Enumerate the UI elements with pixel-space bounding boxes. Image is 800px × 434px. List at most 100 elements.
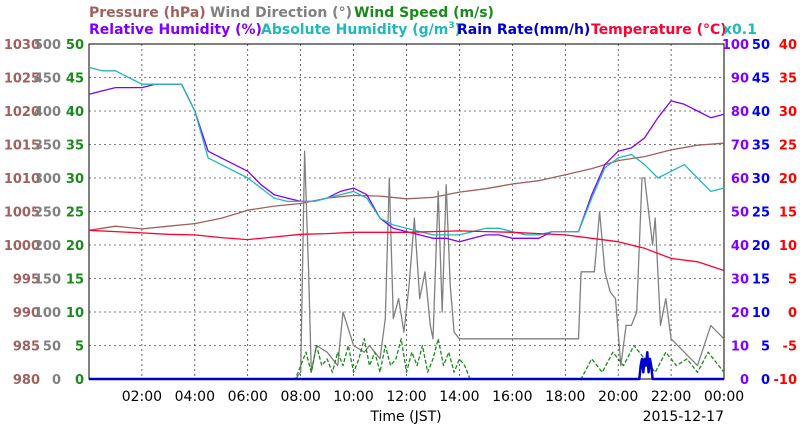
x-tick-label: 00:00: [704, 389, 744, 405]
x-tick-label: 16:00: [492, 389, 532, 405]
x-axis-label: Time (JST): [369, 409, 441, 425]
y-tick-temp: 40: [779, 38, 797, 53]
multiplier-note: x0.1: [723, 22, 757, 38]
y-tick-wind_dir: 50: [43, 340, 61, 355]
series-line-pressure: [88, 142, 725, 231]
y-tick-rh: 80: [731, 105, 749, 120]
y-tick-rain: 45: [752, 72, 770, 87]
x-axis-ticks: 02:00 04:00 06:00 08:00 10:00 12:00 14:00 16:00…: [122, 389, 744, 405]
y-tick-wind_speed: 25: [66, 206, 84, 221]
y-tick-rain: 50: [752, 38, 770, 53]
y-tick-rh: 50: [731, 206, 749, 221]
x-tick-label: 04:00: [175, 389, 215, 405]
y-tick-rh: 60: [731, 172, 749, 187]
y-tick-rh: 0: [740, 373, 749, 388]
y-tick-rain: 10: [752, 306, 770, 321]
y-tick-wind_speed: 5: [75, 340, 84, 355]
x-tick-label: 22:00: [651, 389, 691, 405]
y-tick-wind_dir: 100: [34, 306, 61, 321]
y-tick-pressure: 980: [13, 373, 40, 388]
y-tick-temp: 0: [788, 306, 797, 321]
y-tick-temp: -5: [783, 340, 797, 355]
y-tick-temp: 25: [779, 139, 797, 154]
y-tick-pressure: 1005: [4, 206, 40, 221]
series-line-rh: [88, 83, 725, 243]
legend-rain-rate: Rain Rate(mm/h): [457, 22, 590, 38]
y-tick-temp: 35: [779, 72, 797, 87]
y-tick-rh: 30: [731, 273, 749, 288]
series-line-temp: [88, 229, 725, 272]
y-tick-rh: 100: [722, 38, 749, 53]
y-tick-rh: 20: [731, 306, 749, 321]
x-tick-label: 20:00: [598, 389, 638, 405]
series-line-rh-abs: [88, 66, 725, 236]
x-tick-label: 18:00: [545, 389, 585, 405]
x-tick-label: 12:00: [386, 389, 426, 405]
y-tick-rh: 10: [731, 340, 749, 355]
legend-wind-speed: Wind Speed (m/s): [354, 5, 494, 21]
legend-relative-humidity: Relative Humidity (%): [89, 22, 262, 38]
x-tick-label: 06:00: [228, 389, 268, 405]
legend-abs-hum-superscript: 3: [448, 21, 454, 31]
y-tick-rain: 30: [752, 172, 770, 187]
y-tick-temp: 20: [779, 172, 797, 187]
y-tick-wind_dir: 150: [34, 273, 61, 288]
y-tick-wind_speed: 0: [75, 373, 84, 388]
series-group: [88, 66, 725, 381]
y-tick-rh: 70: [731, 139, 749, 154]
y-tick-rh: 90: [731, 72, 749, 87]
legend-pressure: Pressure (hPa): [89, 5, 206, 21]
y-tick-rh: 40: [731, 239, 749, 254]
date-label: 2015-12-17: [643, 409, 724, 425]
y-tick-rain: 20: [752, 239, 770, 254]
y-tick-pressure: 1000: [4, 239, 40, 254]
grid-lines: [89, 44, 724, 379]
y-tick-wind_dir: 500: [34, 38, 61, 53]
y-axis-ticks: 9809859909951000100510101015102010251030…: [4, 38, 797, 388]
y-tick-wind_dir: 250: [34, 206, 61, 221]
y-tick-wind_speed: 35: [66, 139, 84, 154]
y-tick-pressure: 1010: [4, 172, 40, 187]
legend-wind-direction: Wind Direction (°): [210, 5, 352, 21]
y-tick-wind_dir: 0: [52, 373, 61, 388]
y-tick-wind_speed: 15: [66, 273, 84, 288]
y-tick-rain: 15: [752, 273, 770, 288]
y-tick-rain: 25: [752, 206, 770, 221]
y-tick-wind_dir: 450: [34, 72, 61, 87]
y-tick-pressure: 1020: [4, 105, 40, 120]
y-tick-temp: -10: [774, 373, 798, 388]
y-tick-rain: 40: [752, 105, 770, 120]
y-tick-temp: 15: [779, 206, 797, 221]
y-tick-pressure: 985: [13, 340, 40, 355]
series-line-wind_dir: [89, 150, 725, 380]
series-line-wind_speed: [89, 338, 725, 380]
x-tick-label: 14:00: [439, 389, 479, 405]
series-line-rain: [89, 350, 724, 381]
y-tick-wind_dir: 350: [34, 139, 61, 154]
legend-absolute-humidity: Absolute Humidity (g/m3): [261, 21, 461, 38]
y-tick-wind_dir: 300: [34, 172, 61, 187]
legend-temperature: Temperature (°C): [591, 22, 727, 38]
y-tick-wind_speed: 30: [66, 172, 84, 187]
y-tick-rain: 0: [761, 373, 770, 388]
y-tick-temp: 10: [779, 239, 797, 254]
y-tick-temp: 30: [779, 105, 797, 120]
x-tick-label: 10:00: [333, 389, 373, 405]
y-tick-wind_speed: 20: [66, 239, 84, 254]
y-tick-rain: 35: [752, 139, 770, 154]
y-tick-wind_speed: 50: [66, 38, 84, 53]
y-tick-wind_speed: 45: [66, 72, 84, 87]
y-tick-pressure: 995: [13, 273, 40, 288]
y-tick-pressure: 1015: [4, 139, 40, 154]
y-tick-wind_speed: 10: [66, 306, 84, 321]
y-tick-temp: 5: [788, 273, 797, 288]
y-tick-rain: 5: [761, 340, 770, 355]
x-tick-label: 02:00: [122, 389, 162, 405]
y-tick-pressure: 1025: [4, 72, 40, 87]
y-tick-wind_dir: 200: [34, 239, 61, 254]
y-tick-wind_speed: 40: [66, 105, 84, 120]
x-tick-label: 08:00: [280, 389, 320, 405]
y-tick-pressure: 990: [13, 306, 40, 321]
y-tick-pressure: 1030: [4, 38, 40, 53]
